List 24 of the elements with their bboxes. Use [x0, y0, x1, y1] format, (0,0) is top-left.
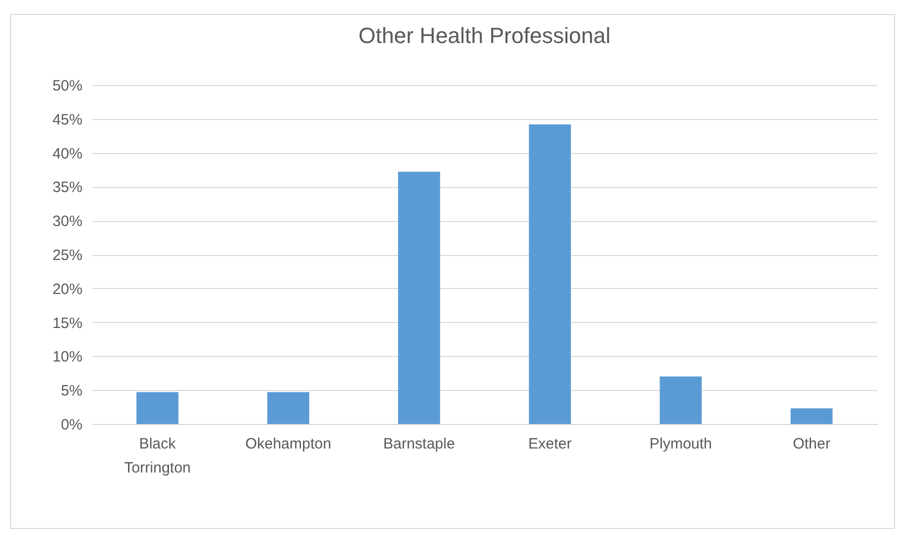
y-tick-label: 35%	[52, 179, 82, 196]
x-tick-label: Black Torrington	[124, 436, 191, 476]
y-tick-label: 20%	[52, 280, 82, 298]
bar	[267, 392, 310, 424]
y-tick-label: 30%	[52, 213, 82, 230]
y-tick-label: 50%	[52, 78, 82, 94]
y-tick-label: 15%	[52, 314, 82, 332]
chart-title: Other Health Professional	[358, 23, 610, 48]
x-tick-label: Other	[792, 436, 830, 452]
bar	[660, 376, 702, 424]
x-tick-label: Plymouth	[649, 436, 712, 452]
x-tick-label: Barnstaple	[383, 436, 455, 452]
y-tick-label: 25%	[52, 247, 82, 264]
y-tick-label: 45%	[52, 111, 82, 128]
x-tick-label: Okehampton	[245, 436, 332, 452]
y-tick-label: 40%	[52, 145, 82, 162]
bar	[528, 124, 571, 424]
bar	[398, 172, 440, 424]
bar	[136, 392, 178, 424]
bar	[790, 408, 833, 424]
y-tick-label: 0%	[60, 416, 82, 434]
y-tick-label: 5%	[60, 382, 82, 400]
y-tick-label: 10%	[52, 348, 82, 366]
x-tick-label: Exeter	[528, 436, 572, 452]
